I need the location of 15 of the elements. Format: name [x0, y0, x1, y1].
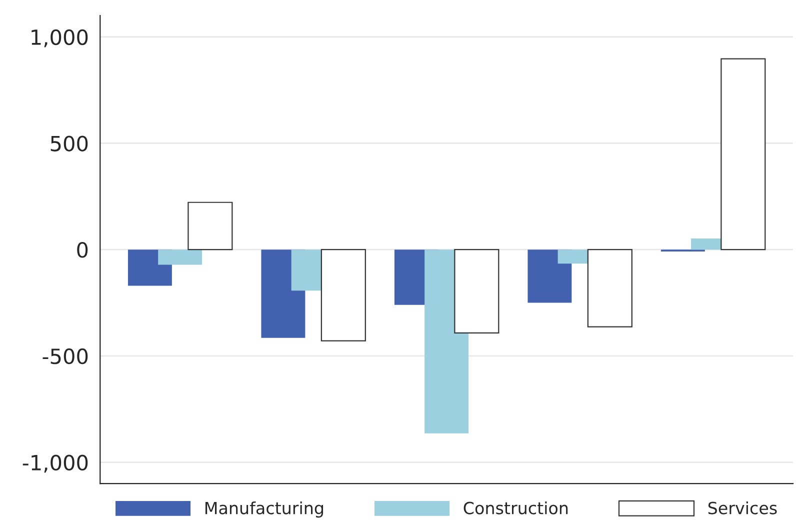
legend-label: Construction — [464, 501, 568, 514]
bar — [720, 58, 766, 250]
bar — [158, 250, 202, 265]
bar — [587, 249, 632, 328]
bar — [320, 249, 366, 342]
legend-label: Manufacturing — [205, 501, 324, 518]
bar — [454, 249, 500, 334]
y-tick-label: 1,000 — [32, 29, 88, 48]
legend-label: Services — [708, 501, 777, 514]
y-tick-label: 0 — [77, 242, 88, 258]
y-tick-label: -1,000 — [22, 454, 88, 473]
bar — [528, 250, 572, 303]
bar — [188, 202, 233, 250]
y-tick-label: 500 — [50, 136, 88, 152]
y-tick-label: -500 — [42, 348, 88, 364]
